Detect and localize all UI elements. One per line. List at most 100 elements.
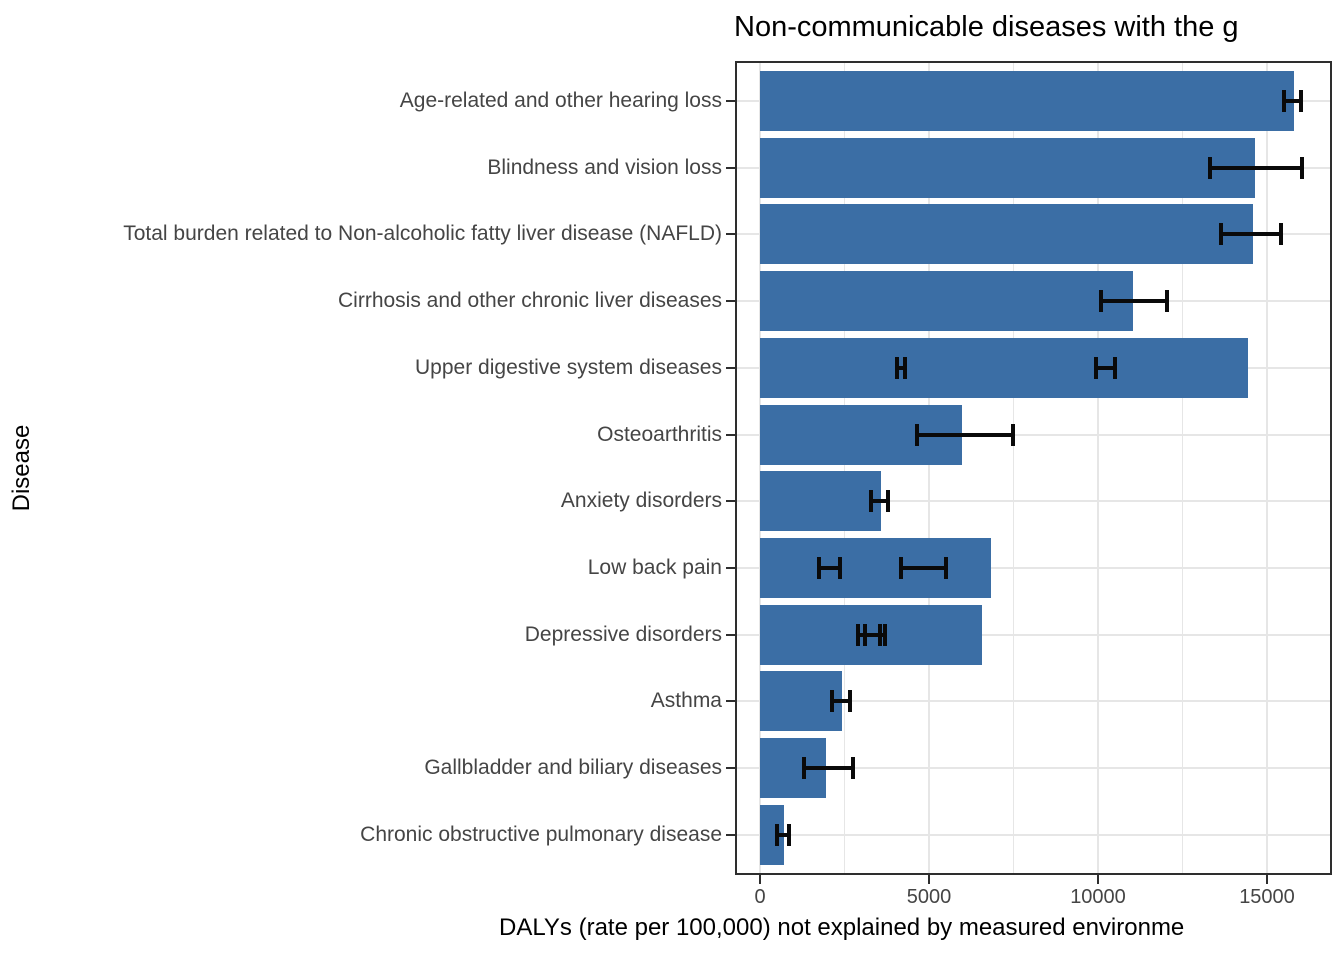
x-axis-tick [1097,875,1099,884]
category-label: Blindness and vision loss [487,155,722,179]
gridline-minor [1182,61,1183,875]
error-bar-line [803,766,853,770]
plot-panel [735,61,1332,875]
error-bar-cap [898,556,903,579]
gridline-major [928,61,930,875]
category-label: Osteoarthritis [597,422,722,446]
y-axis-tick [726,366,735,369]
y-axis-tick [726,833,735,836]
x-tick-label: 15000 [1239,886,1295,908]
error-bar-cap [850,757,855,779]
x-tick-label: 0 [754,886,766,908]
category-label: Depressive disorders [524,622,722,646]
error-bar-cap [787,823,792,846]
error-bar-cap [894,356,899,379]
bar [760,537,991,598]
bar [760,137,1256,198]
error-bar-cap [862,623,867,646]
bar [760,71,1295,131]
x-axis-tick [1266,875,1268,884]
gridline-major [735,700,1332,703]
error-bar-cap [943,556,948,579]
y-axis-tick [726,633,735,636]
error-bar-cap [856,623,861,646]
error-bar-cap [915,423,920,446]
y-axis-tick [726,767,735,769]
category-label: Gallbladder and biliary diseases [424,756,722,779]
error-bar-cap [1207,156,1212,179]
x-axis-tick [928,875,930,884]
gridline-major [1097,61,1099,875]
y-axis-tick [726,300,735,303]
y-axis-tick [726,500,735,503]
category-label: Chronic obstructive pulmonary disease [360,822,722,846]
bar [760,271,1134,332]
error-bar-line [1221,232,1281,237]
error-bar-cap [774,823,779,846]
error-bar-cap [1099,290,1104,313]
x-tick-label: 5000 [906,886,952,908]
error-bar-cap [1112,356,1117,379]
gridline-major [735,833,1332,836]
y-axis-tick [726,100,735,102]
error-bar-cap [1300,156,1305,179]
category-label: Low back pain [587,555,722,579]
error-bar-cap [838,556,843,579]
error-bar-line [896,365,906,370]
gridline-major [735,500,1332,503]
x-tick-label: 10000 [1070,886,1126,908]
error-bar-line [1101,299,1168,304]
bar [760,337,1249,398]
gridline-minor [844,61,845,875]
y-axis-title: Disease [8,424,35,512]
error-bar-cap [829,690,834,713]
category-label: Cirrhosis and other chronic liver diseas… [338,289,722,313]
error-bar-cap [883,623,888,646]
error-bar-cap [868,490,873,513]
category-label: Total burden related to Non-alcoholic fa… [123,222,722,246]
error-bar-line [917,432,1013,437]
gridline-minor [1013,61,1014,875]
y-axis-tick [726,566,735,569]
category-label: Asthma [650,689,722,713]
error-bar-cap [1165,290,1170,313]
error-bar-line [1283,99,1301,103]
error-bar-cap [1219,223,1224,246]
error-bar-cap [1094,356,1099,379]
category-label: Anxiety disorders [560,489,722,513]
y-axis-tick [726,433,735,436]
gridline-major [735,633,1332,636]
error-bar-line [870,499,889,504]
chart-title: Non-communicable diseases with the g [734,11,1239,43]
bar [760,471,881,532]
error-bar-cap [886,490,891,513]
category-label: Upper digestive system diseases [415,355,722,379]
error-bar-line [900,565,946,570]
x-axis-tick [759,875,761,884]
gridline-major [735,433,1332,436]
gridline-major [1266,61,1268,875]
x-axis-title: DALYs (rate per 100,000) not explained b… [499,914,1185,941]
error-bar-line [1096,365,1115,370]
error-bar-cap [801,757,806,779]
error-bar-cap [1298,90,1303,112]
error-bar-line [819,565,841,570]
error-bar-cap [1281,90,1286,112]
y-axis-tick [726,166,735,169]
error-bar-cap [847,690,852,713]
error-bar-line [831,699,850,704]
bar [760,804,784,865]
error-bar-cap [817,556,822,579]
bar [760,671,843,732]
gridline-major [759,61,761,875]
y-axis-tick [726,700,735,703]
gridline-major [735,767,1332,769]
y-axis-tick [726,233,735,236]
error-bar-cap [903,356,908,379]
category-label: Age-related and other hearing loss [399,89,722,112]
error-bar-line [1209,165,1303,170]
error-bar-cap [1010,423,1015,446]
gridline-major [735,566,1332,569]
error-bar-line [864,632,886,637]
